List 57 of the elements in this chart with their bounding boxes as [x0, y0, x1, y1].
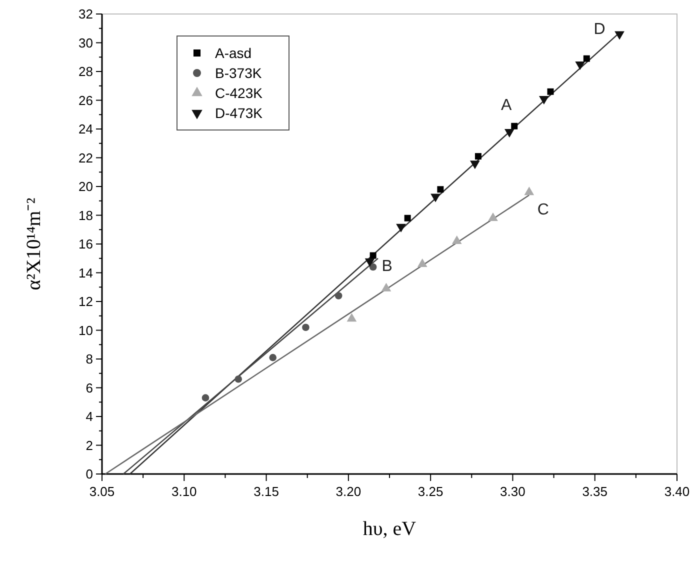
x-tick-label: 3.25: [418, 484, 444, 499]
point: [504, 129, 514, 138]
point: [614, 31, 624, 40]
annotation: A: [501, 97, 512, 114]
legend-label: A-asd: [215, 45, 252, 61]
point: [364, 258, 375, 267]
point: [369, 263, 377, 271]
legend-label: C-423K: [215, 85, 264, 101]
y-tick-label: 4: [86, 409, 93, 424]
legend-label: B-373K: [215, 65, 262, 81]
x-tick-label: 3.15: [254, 484, 279, 499]
y-axis-title: α²X10¹⁴m⁻²: [23, 198, 45, 290]
y-tick-label: 30: [78, 35, 93, 50]
point: [346, 313, 357, 322]
y-tick-label: 12: [78, 294, 93, 309]
y-tick-label: 18: [78, 208, 93, 223]
x-tick-label: 3.10: [171, 484, 197, 499]
point: [396, 224, 406, 232]
point: [334, 292, 342, 300]
y-tick-label: 2: [86, 438, 93, 453]
point: [437, 186, 444, 193]
x-tick-label: 3.05: [89, 484, 115, 499]
point: [269, 354, 277, 362]
point: [474, 153, 482, 160]
point: [511, 122, 518, 130]
y-tick-label: 16: [78, 236, 93, 252]
x-tick-label: 3.40: [664, 484, 690, 499]
y-tick-label: 28: [78, 64, 93, 79]
legend-label: D-473K: [215, 105, 264, 121]
x-tick-label: 3.30: [500, 484, 526, 499]
y-tick-label: 24: [78, 122, 93, 136]
point: [404, 214, 411, 222]
x-tick-label: 3.35: [582, 484, 608, 499]
point: [539, 96, 549, 104]
y-tick-label: 14: [78, 265, 93, 280]
x-axis-title: hυ, eV: [362, 518, 417, 540]
point: [547, 88, 554, 95]
y-tick-label: 32: [78, 6, 93, 22]
point: [202, 394, 210, 402]
y-tick-label: 8: [86, 352, 93, 366]
y-tick-label: 10: [78, 322, 93, 338]
annotation: C: [537, 201, 549, 218]
y-tick-label: 20: [78, 179, 93, 194]
point: [302, 324, 310, 332]
point: [234, 375, 242, 383]
annotation: B: [382, 258, 392, 275]
y-tick-label: 22: [78, 150, 93, 166]
point: [470, 160, 480, 170]
point: [370, 252, 376, 259]
point: [430, 194, 440, 202]
x-tick-label: 3.20: [336, 484, 362, 499]
y-tick-label: 0: [86, 466, 93, 482]
y-tick-label: 26: [78, 92, 93, 108]
point: [575, 61, 585, 70]
point: [583, 55, 590, 62]
annotation: D: [594, 21, 606, 38]
y-tick-label: 6: [86, 380, 93, 396]
